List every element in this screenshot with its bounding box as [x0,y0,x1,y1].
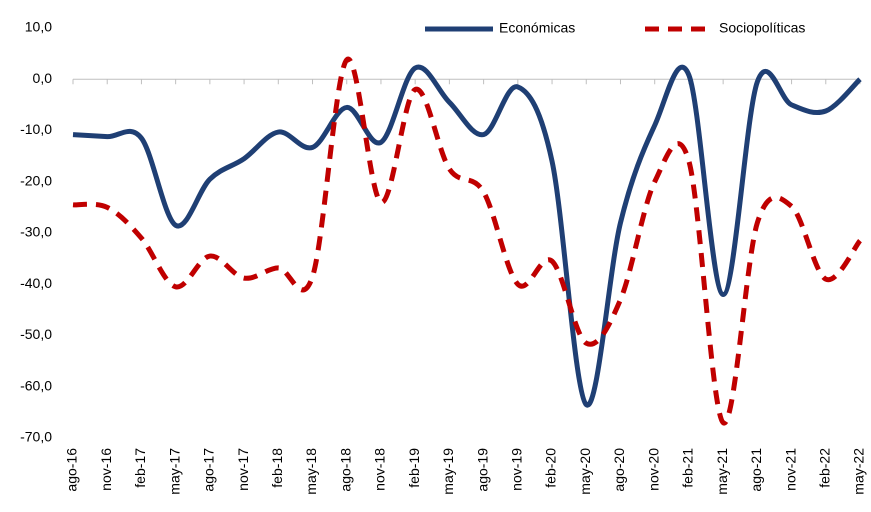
x-tick-label: may-19 [440,448,456,495]
x-tick-label: ago-18 [337,448,353,492]
x-tick-label: nov-16 [98,448,114,491]
x-tick-label: feb-19 [406,448,422,488]
x-tick-label: feb-22 [816,448,832,488]
x-tick-label: nov-21 [782,448,798,491]
x-tick-label: may-18 [303,448,319,495]
y-tick-label: -30,0 [20,224,52,240]
x-tick-label: ago-17 [201,448,217,492]
x-tick-label: feb-17 [132,448,148,488]
x-tick-label: may-20 [577,448,593,495]
x-tick-label: ago-16 [64,448,80,492]
y-tick-label: 10,0 [25,19,52,35]
x-tick-label: feb-20 [543,448,559,488]
x-tick-label: may-21 [714,448,730,495]
x-tick-label: nov-19 [509,448,525,491]
x-tick-label: may-17 [166,448,182,495]
x-tick-label: ago-20 [611,448,627,492]
series-line [72,56,863,426]
legend-label: Económicas [499,20,575,36]
y-tick-label: -40,0 [20,275,52,291]
series-line [72,64,862,408]
y-tick-label: -70,0 [20,429,52,445]
y-tick-label: -50,0 [20,326,52,342]
y-tick-label: -60,0 [20,377,52,393]
x-tick-label: ago-19 [474,448,490,492]
y-tick-label: 0,0 [33,70,53,86]
y-tick-label: -20,0 [20,172,52,188]
x-tick-label: feb-18 [269,448,285,488]
y-tick-label: -10,0 [20,121,52,137]
x-tick-label: may-22 [851,448,867,495]
x-tick-label: nov-17 [235,448,251,491]
legend-label: Sociopolíticas [719,20,805,36]
x-tick-label: nov-20 [645,448,661,491]
x-tick-label: ago-21 [748,448,764,492]
x-tick-label: feb-21 [680,448,696,488]
x-tick-label: nov-18 [372,448,388,491]
